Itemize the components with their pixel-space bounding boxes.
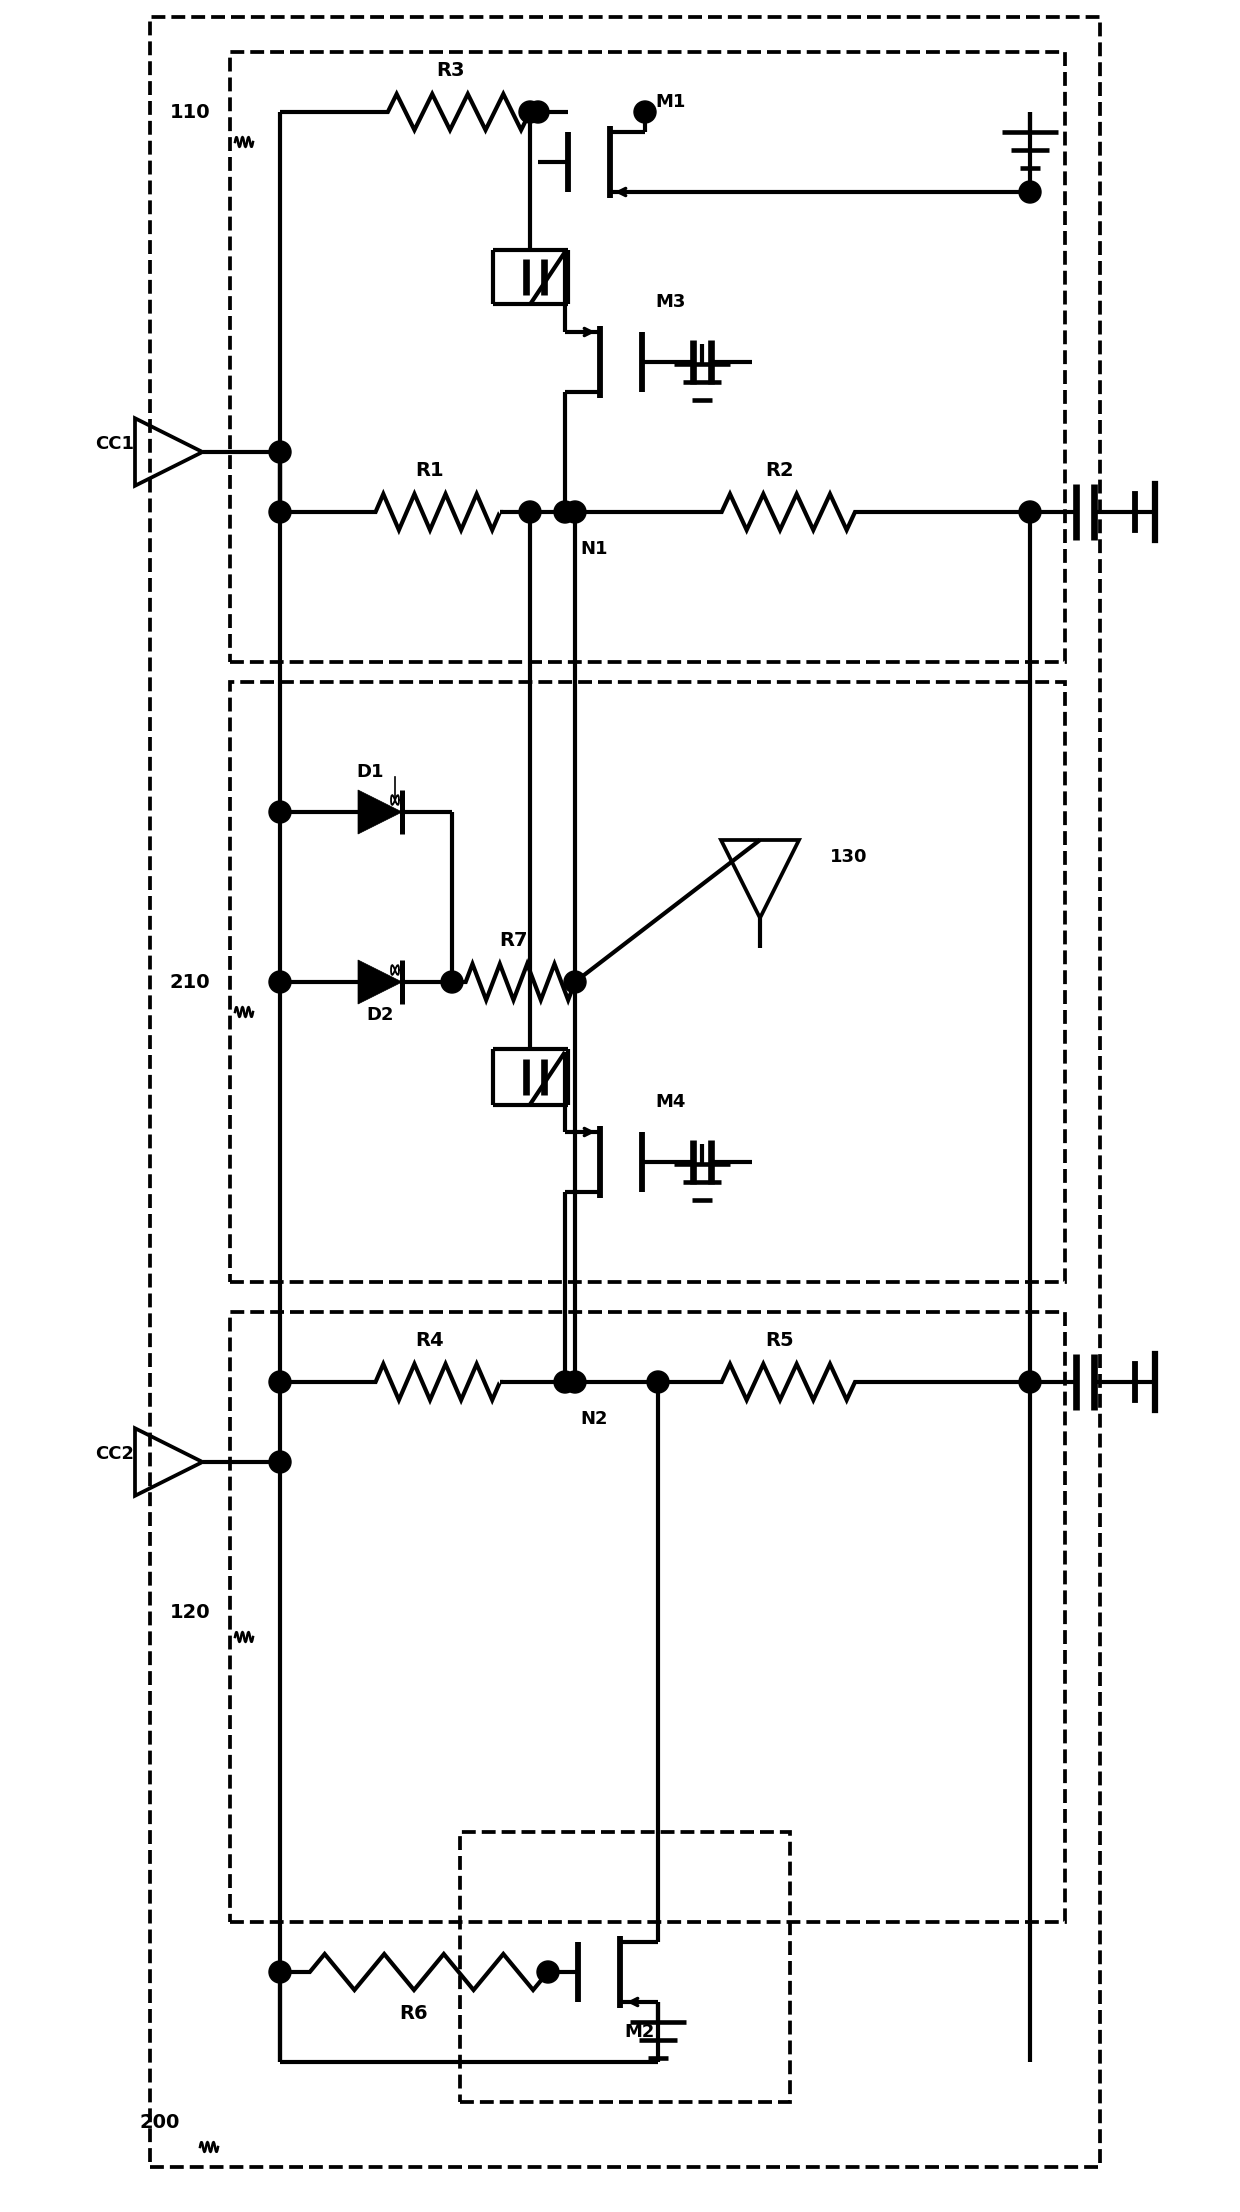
Circle shape bbox=[269, 801, 291, 823]
Bar bbox=[229, 53, 1065, 661]
Text: 110: 110 bbox=[170, 102, 210, 122]
Circle shape bbox=[564, 1371, 587, 1394]
Text: N2: N2 bbox=[580, 1409, 608, 1429]
Text: R2: R2 bbox=[765, 460, 795, 480]
Text: R1: R1 bbox=[415, 460, 444, 480]
Circle shape bbox=[269, 500, 291, 522]
Circle shape bbox=[554, 500, 577, 522]
Polygon shape bbox=[358, 790, 402, 834]
Text: 210: 210 bbox=[170, 973, 210, 991]
Text: 130: 130 bbox=[830, 847, 868, 867]
Text: R6: R6 bbox=[399, 2004, 428, 2024]
Circle shape bbox=[564, 971, 587, 993]
Text: R3: R3 bbox=[435, 62, 464, 80]
Text: R4: R4 bbox=[415, 1332, 444, 1349]
Text: 200: 200 bbox=[140, 2112, 180, 2132]
Text: R5: R5 bbox=[765, 1332, 795, 1349]
Circle shape bbox=[269, 971, 291, 993]
Text: D2: D2 bbox=[366, 1006, 394, 1024]
Text: D1: D1 bbox=[356, 763, 383, 781]
Text: 120: 120 bbox=[170, 1601, 210, 1621]
Circle shape bbox=[1019, 1371, 1042, 1394]
Text: M2: M2 bbox=[625, 2024, 655, 2042]
Circle shape bbox=[520, 102, 541, 124]
Bar bbox=[229, 1312, 1065, 1922]
Circle shape bbox=[1019, 181, 1042, 204]
Text: M1: M1 bbox=[655, 93, 686, 111]
Circle shape bbox=[537, 1962, 559, 1982]
Circle shape bbox=[647, 1371, 670, 1394]
Text: M3: M3 bbox=[655, 292, 686, 312]
Circle shape bbox=[634, 102, 656, 124]
Text: M4: M4 bbox=[655, 1093, 686, 1110]
Circle shape bbox=[520, 500, 541, 522]
Circle shape bbox=[527, 102, 549, 124]
Circle shape bbox=[269, 440, 291, 462]
Text: N1: N1 bbox=[580, 540, 608, 557]
Circle shape bbox=[554, 1371, 577, 1394]
Circle shape bbox=[269, 1451, 291, 1473]
Text: CC1: CC1 bbox=[95, 436, 134, 453]
Circle shape bbox=[441, 971, 463, 993]
Bar bbox=[229, 681, 1065, 1283]
Text: R7: R7 bbox=[500, 931, 528, 949]
Circle shape bbox=[564, 500, 587, 522]
Circle shape bbox=[269, 1962, 291, 1982]
Circle shape bbox=[269, 1371, 291, 1394]
Polygon shape bbox=[358, 960, 402, 1004]
Bar bbox=[460, 1832, 790, 2101]
Bar bbox=[150, 18, 1100, 2168]
Text: CC2: CC2 bbox=[95, 1444, 134, 1462]
Circle shape bbox=[1019, 500, 1042, 522]
